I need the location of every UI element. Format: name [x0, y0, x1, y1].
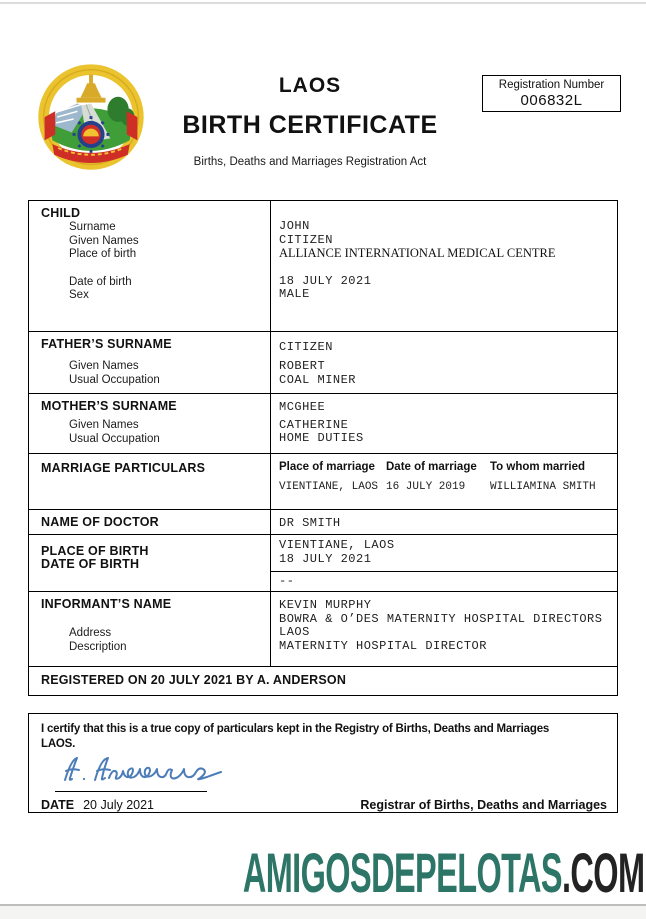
date-label: DATE — [41, 798, 75, 812]
mother-occupation-label: Usual Occupation — [69, 432, 160, 445]
footer-brand-suffix: .COM — [561, 841, 645, 904]
father-section-label: FATHER’S SURNAME — [41, 337, 172, 351]
birth-place-value: VIENTIANE, LAOS — [279, 538, 395, 552]
marriage-spouse-value: WILLIAMINA SMITH — [490, 481, 596, 493]
marriage-spouse-label: To whom married — [490, 461, 585, 473]
child-dob-value: 18 JULY 2021 — [279, 273, 372, 288]
registrar-title: Registrar of Births, Deaths and Marriage… — [360, 798, 607, 812]
child-place-value: ALLIANCE INTERNATIONAL MEDICAL CENTRE — [279, 246, 556, 260]
registered-line: REGISTERED ON 20 JULY 2021 BY A. ANDERSO… — [41, 673, 347, 687]
country-title: LAOS — [278, 74, 342, 97]
informant-name-value: KEVIN MURPHY — [279, 598, 372, 612]
mother-row: MOTHER’S SURNAME Given Names Usual Occup… — [29, 393, 617, 453]
certification-statement: I certify that this is a true copy of pa… — [41, 722, 549, 751]
marriage-place-label: Place of marriage — [279, 461, 375, 473]
child-given-label: Given Names — [69, 234, 139, 247]
father-occupation-label: Usual Occupation — [69, 373, 160, 386]
page-bottom-strip — [0, 906, 646, 919]
document-title: BIRTH CERTIFICATE — [182, 111, 438, 139]
informant-organisation-value: BOWRA & O’DES MATERNITY HOSPITAL DIRECTO… — [279, 611, 603, 626]
informant-section-label: INFORMANT’S NAME — [41, 597, 172, 611]
page-bottom-edge — [0, 904, 646, 906]
child-surname-value: JOHN — [279, 219, 310, 233]
informant-address-value: LAOS — [279, 625, 310, 639]
certification-statement-line2: LAOS. — [41, 737, 76, 750]
child-row: CHILD Surname Given Names Place of birth… — [29, 201, 617, 331]
informant-description-label: Description — [69, 640, 127, 653]
marriage-place-value: VIENTIANE, LAOS — [279, 481, 379, 493]
mother-occupation-value: HOME DUTIES — [279, 431, 364, 445]
marriage-date-label: Date of marriage — [386, 461, 477, 473]
registrar-signature — [57, 750, 227, 790]
act-subtitle: Births, Deaths and Marriages Registratio… — [193, 156, 427, 168]
marriage-date-value: 16 JULY 2019 — [386, 481, 466, 493]
certification-statement-line1: I certify that this is a true copy of pa… — [41, 723, 550, 735]
signature-underline — [55, 791, 207, 792]
birth-note-value: -- — [279, 574, 295, 588]
father-given-value: ROBERT — [279, 359, 326, 373]
father-surname-value: CITIZEN — [279, 340, 333, 354]
footer-brand-text: AMIGOSDEPELOTAS — [242, 841, 562, 904]
registration-number-box: Registration Number 006832L — [482, 75, 621, 112]
father-row: FATHER’S SURNAME Given Names Usual Occup… — [29, 331, 617, 393]
certification-box: I certify that this is a true copy of pa… — [28, 713, 618, 813]
registration-number-value: 006832L — [520, 92, 583, 109]
child-dob-label: Date of birth — [69, 275, 132, 288]
header-titles: LAOS BIRTH CERTIFICATE Births, Deaths an… — [150, 74, 470, 168]
father-given-label: Given Names — [69, 360, 139, 372]
mother-given-value: CATHERINE — [279, 417, 349, 432]
certification-date: DATE 20 July 2021 — [41, 798, 154, 812]
birth-place-label: PLACE OF BIRTH — [41, 544, 149, 558]
mother-section-label: MOTHER’S SURNAME — [41, 399, 177, 413]
doctor-row: NAME OF DOCTOR DR SMITH — [29, 509, 617, 534]
mother-given-label: Given Names — [69, 419, 139, 431]
birth-date-value: 18 JULY 2021 — [279, 551, 372, 566]
mother-surname-value: MCGHEE — [279, 400, 326, 414]
child-section-label: CHILD — [41, 206, 81, 220]
child-surname-label: Surname — [69, 221, 116, 233]
child-given-value: CITIZEN — [279, 232, 333, 247]
footer-watermark: AMIGOSDEPELOTAS.COM — [242, 840, 644, 905]
doctor-name-value: DR SMITH — [279, 516, 341, 530]
informant-address-label: Address — [69, 627, 112, 639]
registration-number-label: Registration Number — [498, 79, 605, 91]
child-sex-label: Sex — [69, 289, 89, 301]
certificate-table: CHILD Surname Given Names Place of birth… — [28, 200, 618, 696]
page-top-edge — [0, 2, 646, 4]
birth-date-label: DATE OF BIRTH — [41, 557, 140, 571]
child-sex-value: MALE — [279, 287, 310, 301]
father-occupation-value: COAL MINER — [279, 372, 357, 387]
marriage-section-label: MARRIAGE PARTICULARS — [41, 461, 206, 475]
informant-description-value: MATERNITY HOSPITAL DIRECTOR — [279, 638, 487, 653]
child-place-label: Place of birth — [69, 248, 137, 260]
doctor-section-label: NAME OF DOCTOR — [41, 515, 159, 529]
registered-row: REGISTERED ON 20 JULY 2021 BY A. ANDERSO… — [29, 666, 617, 695]
informant-row: INFORMANT’S NAME Address Description KEV… — [29, 591, 617, 666]
marriage-row: MARRIAGE PARTICULARS Place of marriage V… — [29, 453, 617, 509]
date-value: 20 July 2021 — [83, 798, 154, 812]
laos-coat-of-arms-emblem-icon — [33, 60, 149, 178]
birth-row: PLACE OF BIRTH DATE OF BIRTH VIENTIANE, … — [29, 534, 617, 591]
